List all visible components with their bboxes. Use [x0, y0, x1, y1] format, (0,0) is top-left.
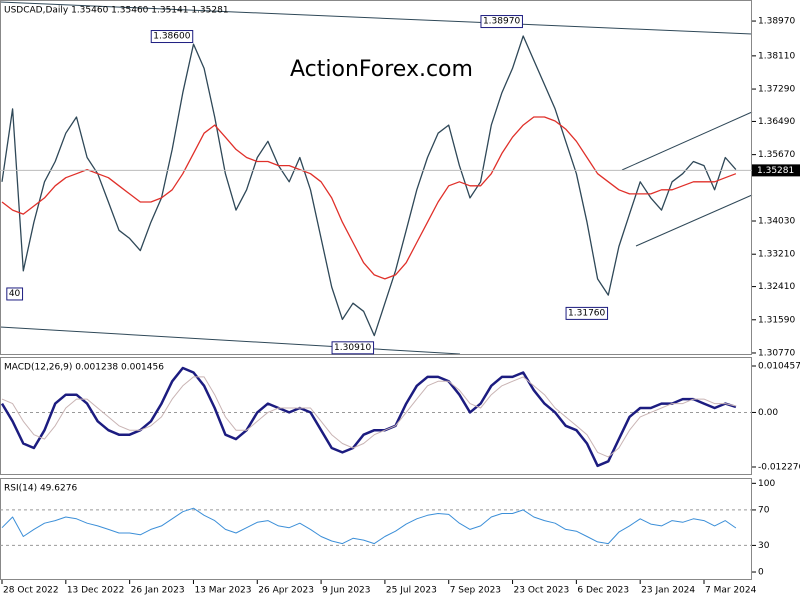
x-tick-label: 26 Jan 2023: [131, 586, 185, 596]
series-line: [0, 366, 737, 468]
x-tick-label: 6 Dec 2023: [577, 586, 629, 596]
panel-frame: [0, 357, 752, 475]
channel-line: [635, 194, 753, 247]
y-tick-label: 0.00: [758, 408, 778, 418]
y-tick-label: 1.33210: [758, 250, 795, 260]
series-line: [1, 35, 737, 337]
x-tick-label: 23 Oct 2023: [514, 586, 570, 596]
channel-line: [621, 111, 753, 171]
y-tick-label: 1.38970: [758, 17, 795, 27]
x-tick-label: 7 Sep 2023: [450, 586, 501, 596]
annotation-box: [6, 287, 24, 301]
x-tick-label: 7 Mar 2024: [705, 586, 757, 596]
annotation-box: [565, 306, 609, 320]
channel-line: [0, 326, 461, 355]
panel-frame: [0, 0, 752, 355]
panel-title: USDCAD,Daily 1.35460 1.35460 1.35141 1.3…: [4, 6, 229, 16]
y-tick-label: 1.31590: [758, 315, 795, 325]
last-price-box: [752, 164, 800, 177]
channel-line: [0, 1, 753, 35]
y-tick-label: 1.32410: [758, 282, 795, 292]
x-tick-label: 23 Jan 2024: [641, 586, 695, 596]
x-tick-label: 25 Jul 2023: [386, 586, 437, 596]
annotation-box: [480, 15, 523, 29]
series-line: [1, 116, 737, 280]
y-tick-label: 70: [758, 505, 770, 515]
annotation-label: 1.30910: [334, 343, 371, 353]
y-tick-label: 1.36490: [758, 117, 795, 127]
series-line: [1, 376, 737, 458]
y-tick-label: 1.34030: [758, 217, 795, 227]
y-tick-label: 0.010457: [758, 361, 800, 371]
panel-frame: [0, 478, 752, 580]
y-tick-label: -0.012276: [758, 462, 800, 472]
annotation-label: 1.31760: [568, 308, 605, 318]
x-tick-label: 9 Jun 2023: [322, 586, 370, 596]
panel-title: RSI(14) 49.6276: [4, 484, 77, 494]
y-tick-label: 1.37290: [758, 85, 795, 95]
annotation-label: 1.38970: [483, 17, 520, 27]
annotation-label: 40: [9, 289, 21, 299]
annotation-label: 1.38600: [153, 32, 190, 42]
watermark: ActionForex.com: [290, 57, 473, 82]
annotation-box: [150, 30, 194, 44]
y-tick-label: 100: [758, 479, 775, 489]
y-tick-label: 1.30770: [758, 348, 795, 358]
x-tick-label: 13 Mar 2023: [194, 586, 251, 596]
y-tick-label: 30: [758, 541, 770, 551]
panel-title: MACD(12,26,9) 0.001238 0.001456: [4, 363, 164, 373]
y-tick-label: 1.38110: [758, 51, 795, 61]
x-tick-label: 26 Apr 2023: [258, 586, 314, 596]
x-tick-label: 28 Oct 2022: [3, 586, 59, 596]
y-tick-label: 0: [758, 568, 764, 578]
series-line: [1, 507, 737, 545]
x-tick-label: 13 Dec 2022: [67, 586, 125, 596]
annotation-box: [331, 341, 375, 355]
last-price-label: 1.35281: [757, 166, 794, 176]
y-tick-label: 1.35670: [758, 150, 795, 160]
